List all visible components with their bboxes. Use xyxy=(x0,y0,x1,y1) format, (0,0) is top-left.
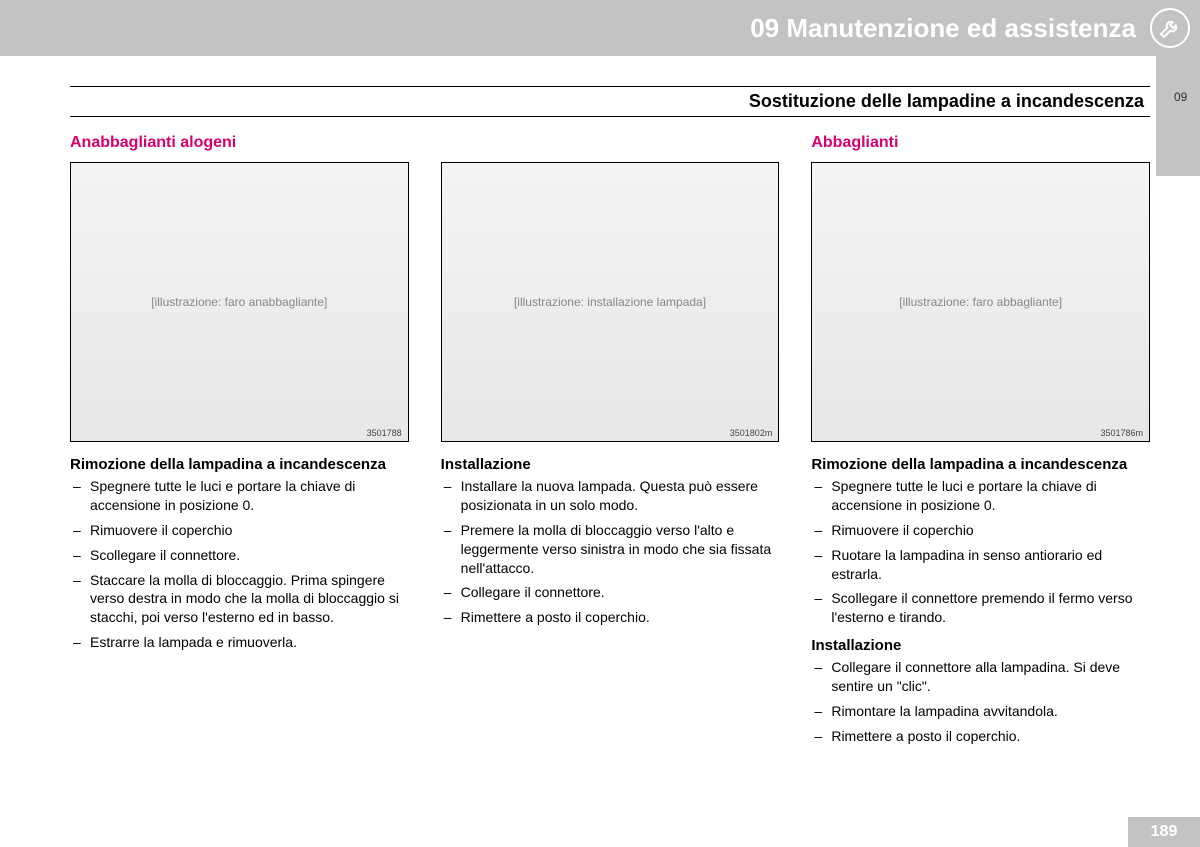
steps-left-removal: Spegnere tutte le luci e portare la chia… xyxy=(70,477,409,652)
step: Rimuovere il coperchio xyxy=(70,521,409,540)
subheading-removal: Rimozione della lampadina a incandescenz… xyxy=(70,456,409,473)
figure-id: 3501802m xyxy=(730,428,773,438)
step: Rimontare la lampadina avvitandola. xyxy=(811,702,1150,721)
figure-low-beam: [illustrazione: faro anabbagliante] 3501… xyxy=(70,162,409,442)
step: Spegnere tutte le luci e portare la chia… xyxy=(70,477,409,515)
column-left: Anabbaglianti alogeni [illustrazione: fa… xyxy=(70,134,409,756)
figure-high-beam: [illustrazione: faro abbagliante] 350178… xyxy=(811,162,1150,442)
section-subtitle-bar: Sostituzione delle lampadine a incandesc… xyxy=(70,86,1150,117)
step: Staccare la molla di bloccaggio. Prima s… xyxy=(70,571,409,628)
steps-right-removal: Spegnere tutte le luci e portare la chia… xyxy=(811,477,1150,627)
step: Rimettere a posto il coperchio. xyxy=(441,608,780,627)
step: Rimettere a posto il coperchio. xyxy=(811,727,1150,746)
chapter-header: 09 Manutenzione ed assistenza xyxy=(0,0,1200,56)
heading-high-beam: Abbaglianti xyxy=(811,134,1150,152)
step: Premere la molla di bloccaggio verso l'a… xyxy=(441,521,780,578)
figure-install: [illustrazione: installazione lampada] 3… xyxy=(441,162,780,442)
chapter-number: 09 xyxy=(750,13,779,43)
page-number: 189 xyxy=(1128,817,1200,847)
chapter-title: 09 Manutenzione ed assistenza xyxy=(750,13,1136,44)
chapter-name: Manutenzione ed assistenza xyxy=(786,13,1136,43)
content-grid: Anabbaglianti alogeni [illustrazione: fa… xyxy=(70,134,1150,756)
step: Rimuovere il coperchio xyxy=(811,521,1150,540)
side-tab: 09 xyxy=(1156,56,1200,176)
steps-middle-install: Installare la nuova lampada. Questa può … xyxy=(441,477,780,627)
figure-placeholder: [illustrazione: installazione lampada] xyxy=(514,295,706,309)
step: Ruotare la lampadina in senso antiorario… xyxy=(811,546,1150,584)
step: Scollegare il connettore. xyxy=(70,546,409,565)
subheading-install: Installazione xyxy=(441,456,780,473)
steps-right-install: Collegare il connettore alla lampadina. … xyxy=(811,658,1150,746)
step: Estrarre la lampada e rimuoverla. xyxy=(70,633,409,652)
step: Spegnere tutte le luci e portare la chia… xyxy=(811,477,1150,515)
step: Installare la nuova lampada. Questa può … xyxy=(441,477,780,515)
section-subtitle: Sostituzione delle lampadine a incandesc… xyxy=(749,91,1144,111)
subheading-install-right: Installazione xyxy=(811,637,1150,654)
figure-placeholder: [illustrazione: faro anabbagliante] xyxy=(151,295,327,309)
manual-page: 09 Manutenzione ed assistenza 09 Sostitu… xyxy=(0,0,1200,847)
column-middle: [illustrazione: installazione lampada] 3… xyxy=(441,134,780,756)
figure-id: 3501788 xyxy=(367,428,402,438)
wrench-icon xyxy=(1150,8,1190,48)
heading-spacer xyxy=(441,134,780,152)
side-tab-number: 09 xyxy=(1174,90,1187,104)
subheading-removal-right: Rimozione della lampadina a incandescenz… xyxy=(811,456,1150,473)
figure-placeholder: [illustrazione: faro abbagliante] xyxy=(899,295,1062,309)
figure-id: 3501786m xyxy=(1100,428,1143,438)
step: Collegare il connettore alla lampadina. … xyxy=(811,658,1150,696)
step: Collegare il connettore. xyxy=(441,583,780,602)
column-right: Abbaglianti [illustrazione: faro abbagli… xyxy=(811,134,1150,756)
step: Scollegare il connettore premendo il fer… xyxy=(811,589,1150,627)
heading-low-beam: Anabbaglianti alogeni xyxy=(70,134,409,152)
